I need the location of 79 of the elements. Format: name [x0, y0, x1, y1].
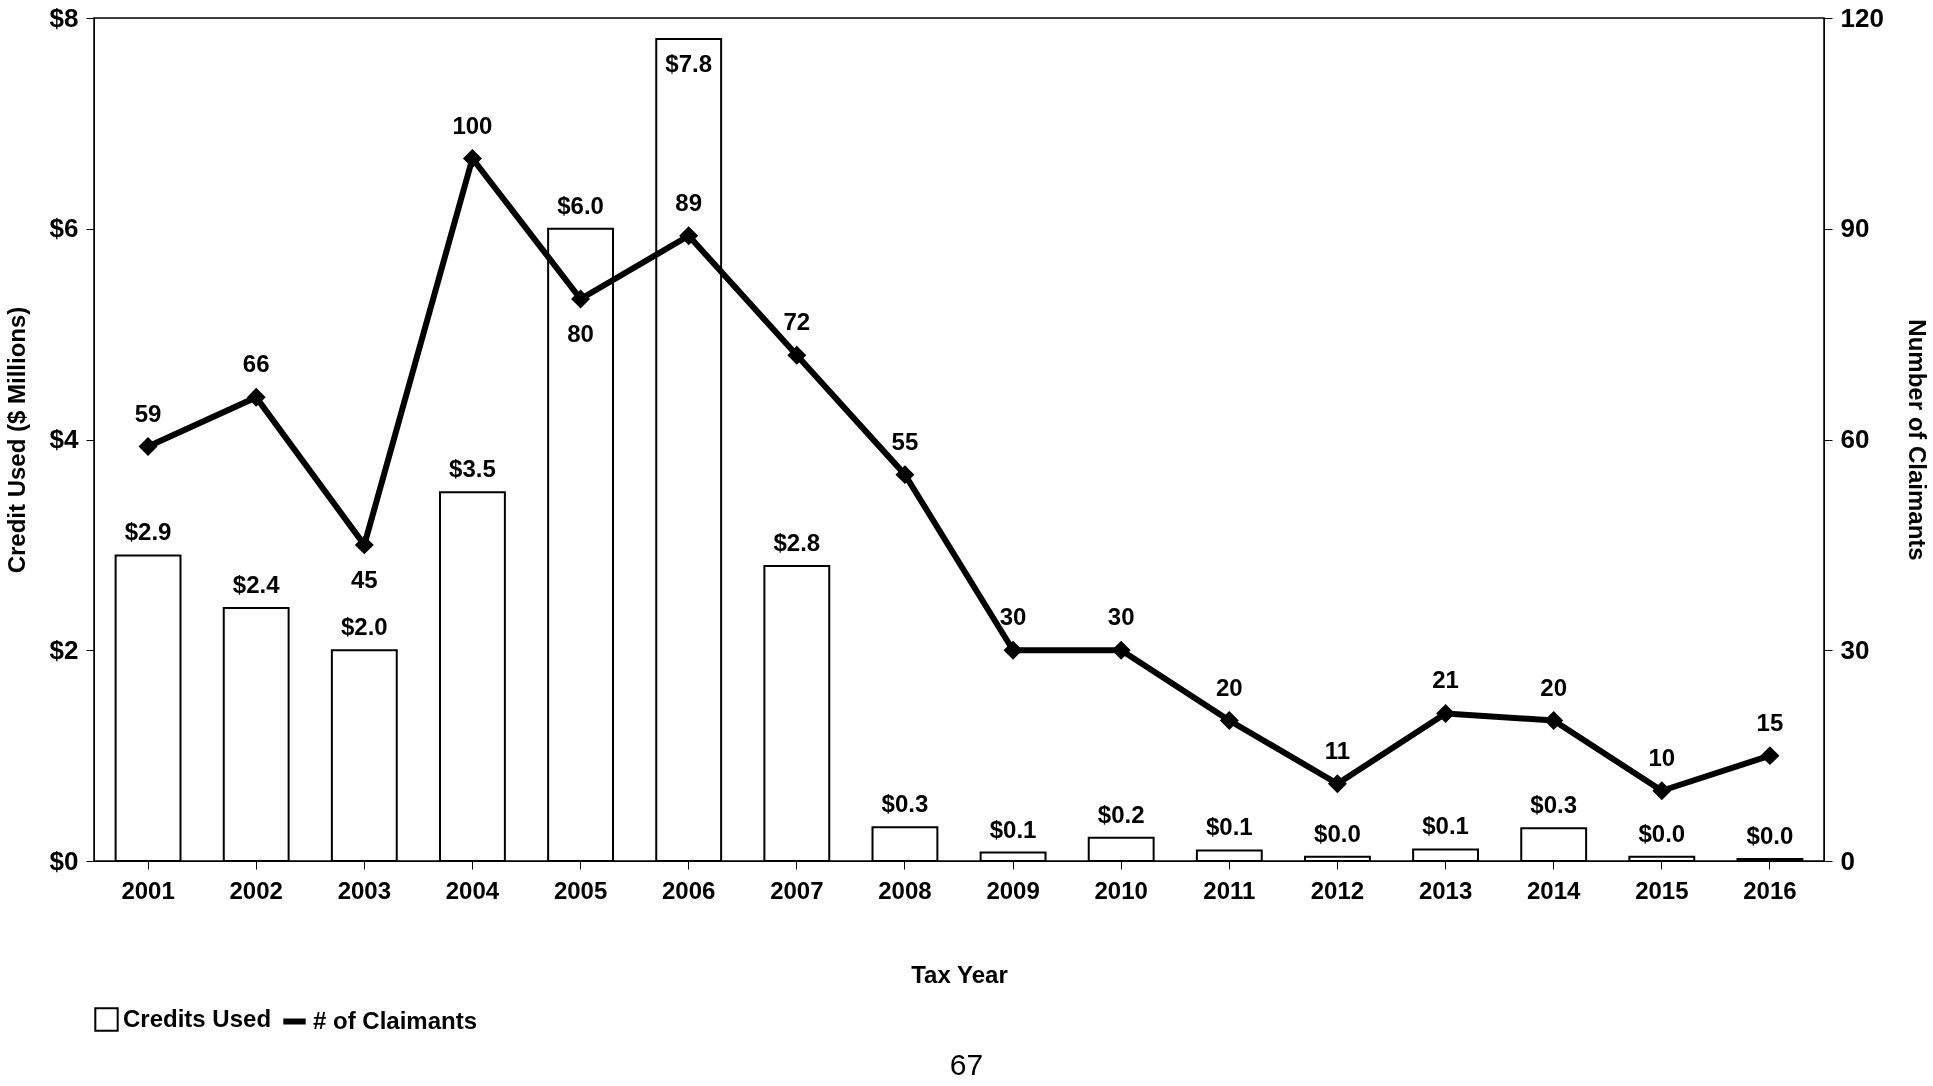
data-label: 10 [1648, 743, 1676, 771]
data-label: $0.1 [1422, 812, 1469, 840]
x-tick-label: 2013 [1418, 876, 1473, 904]
y2-tick-label: 90 [1840, 213, 1870, 244]
x-tick-label: 2010 [1094, 876, 1148, 904]
point [139, 437, 158, 456]
point [787, 346, 806, 365]
data-label: $0.3 [881, 790, 929, 818]
y-tick-label: $4 [49, 424, 80, 454]
y-axis-title: Credit Used ($ Millions) [2, 306, 30, 574]
x-tick-label: 2011 [1203, 876, 1256, 904]
x-tick-label: 2016 [1743, 876, 1797, 904]
data-label: 21 [1432, 666, 1459, 694]
data-label: $0.2 [1097, 800, 1145, 828]
y-tick-label: $0 [49, 845, 79, 876]
x-axis-title: Tax Year [911, 960, 1008, 988]
point [1220, 711, 1239, 730]
point [1436, 704, 1455, 723]
x-tick-label: 2002 [229, 876, 283, 904]
data-label: $0.1 [989, 815, 1037, 843]
point [571, 289, 590, 309]
data-label: $2.4 [232, 571, 281, 599]
y2-tick-label: 30 [1840, 634, 1870, 665]
data-label: $0.3 [1530, 791, 1578, 819]
data-label: 11 [1324, 736, 1351, 764]
data-label: $0.0 [1746, 821, 1794, 849]
x-tick-label: 2001 [121, 876, 175, 904]
y2-tick-label: 0 [1840, 845, 1855, 876]
y2-axis-title: Number of Claimants [1903, 319, 1931, 561]
data-label: $0.0 [1314, 819, 1361, 847]
x-tick-label: 2012 [1310, 876, 1365, 904]
x-tick-label: 2004 [445, 876, 500, 904]
x-tick-label: 2009 [986, 876, 1040, 904]
data-label: 72 [783, 308, 811, 336]
point [1112, 641, 1131, 660]
point [1760, 746, 1779, 765]
point [355, 535, 374, 554]
point [895, 465, 914, 484]
y-tick-label: $2 [49, 634, 79, 665]
data-label: 66 [242, 350, 270, 378]
x-tick-label: 2007 [770, 876, 824, 904]
data-label: $2.9 [124, 518, 172, 546]
point [1652, 781, 1671, 800]
data-label: 15 [1756, 708, 1784, 736]
data-label: 80 [567, 320, 594, 347]
data-label: 30 [1107, 603, 1135, 631]
point [1328, 774, 1347, 793]
y-tick-label: $6 [49, 213, 79, 244]
y-tick-label: $8 [49, 2, 79, 33]
x-tick-label: 2003 [337, 876, 392, 904]
y2-tick-label: 120 [1840, 2, 1884, 33]
x-tick-label: 2015 [1635, 876, 1689, 904]
data-label: 20 [1215, 673, 1243, 701]
data-label: 45 [350, 565, 378, 593]
data-label: 55 [891, 427, 919, 455]
legend-label: # of Claimants [313, 1006, 478, 1034]
data-label: $3.5 [449, 455, 496, 483]
x-tick-label: 2005 [553, 876, 608, 904]
data-label: $2.8 [773, 528, 821, 556]
legend-label: Credits Used [123, 1004, 272, 1032]
data-label: 89 [675, 188, 703, 216]
data-label: 59 [134, 399, 162, 427]
point [1544, 711, 1563, 730]
point [463, 149, 482, 168]
point [247, 388, 266, 407]
point [679, 226, 698, 245]
data-label: $0.0 [1638, 819, 1686, 847]
data-label: $0.1 [1205, 813, 1253, 841]
data-label: 30 [999, 603, 1027, 631]
data-label: 100 [452, 111, 493, 139]
x-tick-label: 2014 [1526, 876, 1582, 904]
data-label: 20 [1540, 673, 1568, 701]
text: 67 [948, 1048, 985, 1082]
x-tick-label: 2008 [878, 876, 932, 904]
x-tick-label: 2006 [661, 876, 716, 904]
data-label: $7.8 [665, 50, 713, 78]
data-label: $2.0 [340, 613, 388, 641]
y2-tick-label: 60 [1840, 424, 1870, 454]
data-label: $6.0 [557, 191, 604, 219]
